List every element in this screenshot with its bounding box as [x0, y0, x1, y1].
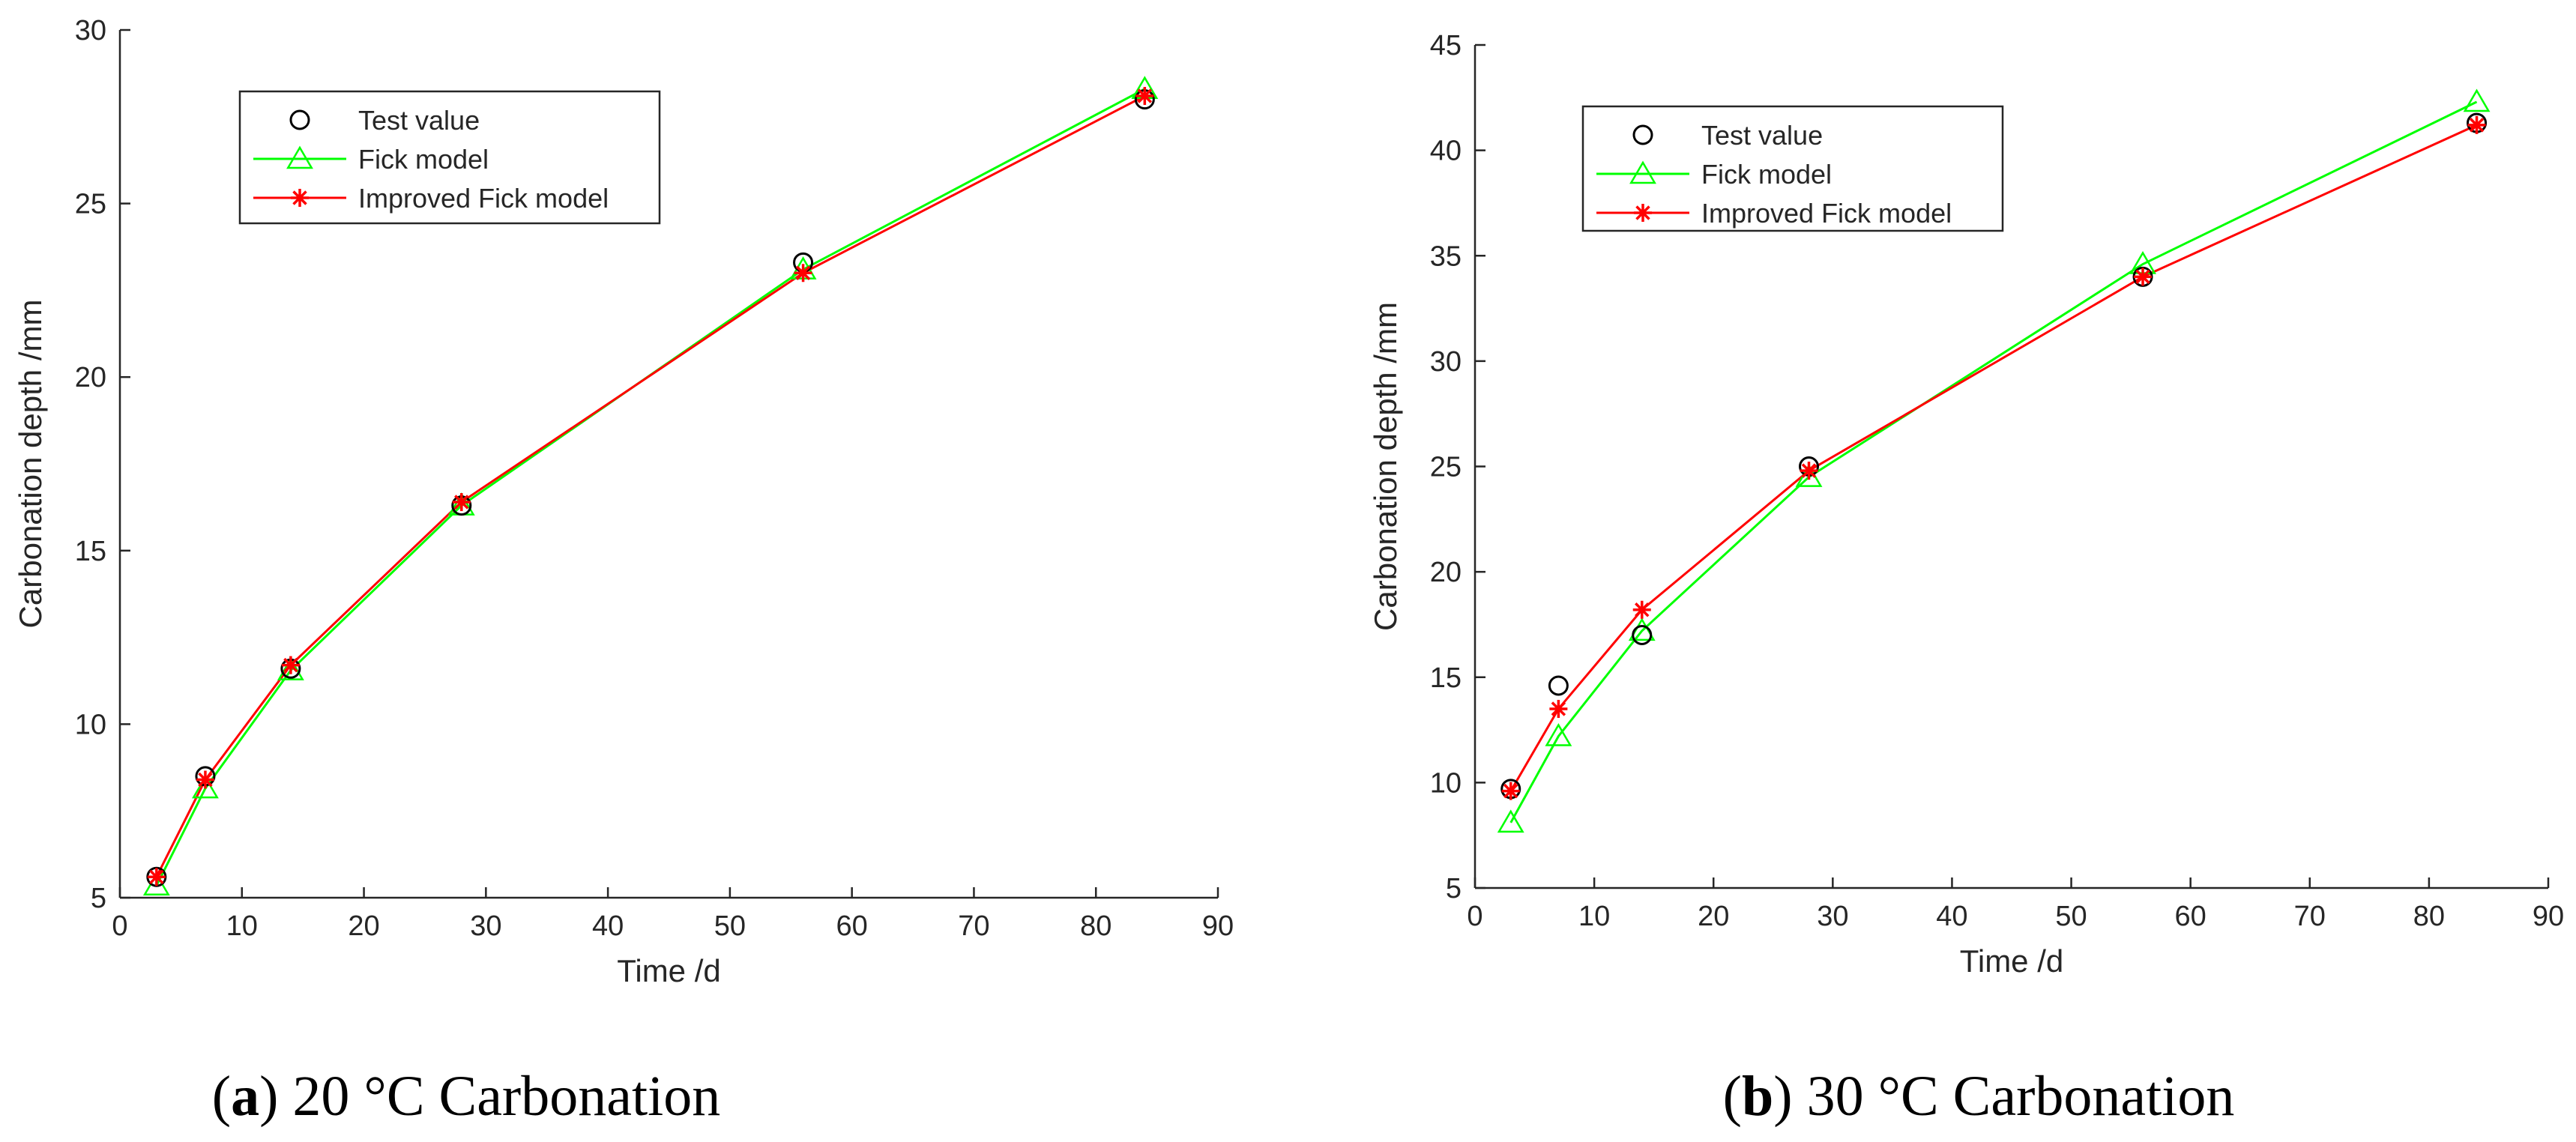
x-tick-label: 80: [2413, 901, 2445, 932]
data-point-star: [2467, 115, 2486, 134]
data-point-circle: [1548, 675, 1569, 696]
y-axis-label: Carbonation depth /mm: [1368, 302, 1403, 631]
data-point-star: [281, 656, 300, 674]
data-point-triangle: [1497, 809, 1524, 833]
data-point-star: [1632, 600, 1651, 619]
y-tick-label: 25: [75, 189, 106, 220]
data-point-star: [2134, 268, 2153, 286]
y-tick-label: 20: [1430, 557, 1462, 588]
y-tick-label: 15: [1430, 662, 1462, 694]
caption-b-label: b: [1742, 1065, 1773, 1128]
x-tick-label: 40: [592, 910, 624, 942]
x-tick-label: 0: [112, 910, 127, 942]
x-tick-label: 20: [348, 910, 379, 942]
x-axis-label: Time /d: [1960, 943, 2063, 979]
series-line-star: [155, 94, 1146, 877]
data-point-star: [452, 492, 471, 511]
x-tick-label: 50: [2055, 901, 2087, 932]
y-tick-label: 20: [75, 362, 106, 393]
legend-label: Test value: [358, 105, 480, 136]
x-tick-label: 10: [226, 910, 258, 942]
x-tick-label: 0: [1467, 901, 1482, 932]
y-tick-label: 45: [1430, 30, 1462, 61]
x-tick-label: 80: [1080, 910, 1111, 942]
legend-label: Improved Fick model: [358, 183, 609, 214]
x-tick-label: 70: [2294, 901, 2326, 932]
legend-box: [238, 90, 661, 225]
x-tick-label: 90: [1202, 910, 1234, 942]
x-axis-label: Time /d: [617, 953, 720, 988]
series-line-star: [1509, 124, 2478, 792]
caption-a: (a) 20 °C Carbonation: [212, 1065, 720, 1128]
legend-marker-triangle: [1629, 160, 1656, 184]
data-point-star: [1135, 87, 1154, 106]
legend-label: Fick model: [1701, 159, 1832, 190]
x-tick-label: 90: [2533, 901, 2564, 932]
series-line-triangle: [1509, 100, 2478, 824]
data-point-circle: [1632, 625, 1653, 645]
y-tick-label: 30: [75, 15, 106, 46]
y-tick-label: 5: [91, 883, 106, 914]
legend-marker-star: [1634, 204, 1652, 222]
data-point-triangle: [192, 775, 219, 799]
y-tick-label: 30: [1430, 346, 1462, 378]
legend-marker-circle: [1632, 124, 1653, 145]
data-point-star: [1549, 699, 1568, 718]
y-tick-label: 25: [1430, 452, 1462, 483]
legend-marker-star: [291, 189, 309, 207]
legend-marker-circle: [289, 109, 310, 130]
data-point-star: [196, 770, 214, 789]
caption-a-label: a: [231, 1065, 259, 1128]
y-tick-label: 10: [75, 709, 106, 740]
x-tick-label: 30: [1817, 901, 1848, 932]
y-axis-label: Carbonation depth /mm: [13, 300, 48, 629]
caption-b: (b) 30 °C Carbonation: [1723, 1065, 2235, 1128]
data-point-triangle: [2463, 88, 2491, 112]
legend-box: [1581, 105, 2004, 232]
caption-a-text: 20 °C Carbonation: [278, 1065, 720, 1128]
chart-panel-b: 0 10 20 30 40 50 60 70 80 90 5 10 15 20 25 30 35 40 45 Time…: [1368, 30, 2564, 979]
y-tick-label: 40: [1430, 136, 1462, 167]
data-point-star: [1800, 462, 1818, 480]
y-tick-label: 15: [75, 536, 106, 567]
y-tick-label: 10: [1430, 767, 1462, 799]
legend-label: Fick model: [358, 144, 489, 175]
y-tick-label: 5: [1446, 873, 1462, 904]
x-tick-label: 30: [470, 910, 501, 942]
data-point-star: [147, 868, 166, 886]
series-line-triangle: [155, 88, 1146, 886]
x-tick-label: 70: [958, 910, 989, 942]
legend-label: Improved Fick model: [1701, 198, 1952, 229]
data-point-triangle: [1545, 723, 1572, 746]
x-tick-label: 40: [1936, 901, 1967, 932]
x-tick-label: 20: [1698, 901, 1729, 932]
x-tick-label: 60: [2175, 901, 2207, 932]
chart-panel-a: 0 10 20 30 40 50 60 70 80 90 5 10 15 20 25 30 Time /d Car…: [13, 15, 1234, 988]
y-tick-label: 35: [1430, 241, 1462, 272]
legend-marker-triangle: [286, 145, 313, 169]
data-point-star: [794, 264, 812, 283]
x-tick-label: 60: [836, 910, 868, 942]
caption-b-text: 30 °C Carbonation: [1793, 1065, 2235, 1128]
data-point-star: [1501, 782, 1520, 800]
x-tick-label: 50: [714, 910, 746, 942]
x-tick-label: 10: [1578, 901, 1610, 932]
legend-label: Test value: [1701, 120, 1823, 151]
